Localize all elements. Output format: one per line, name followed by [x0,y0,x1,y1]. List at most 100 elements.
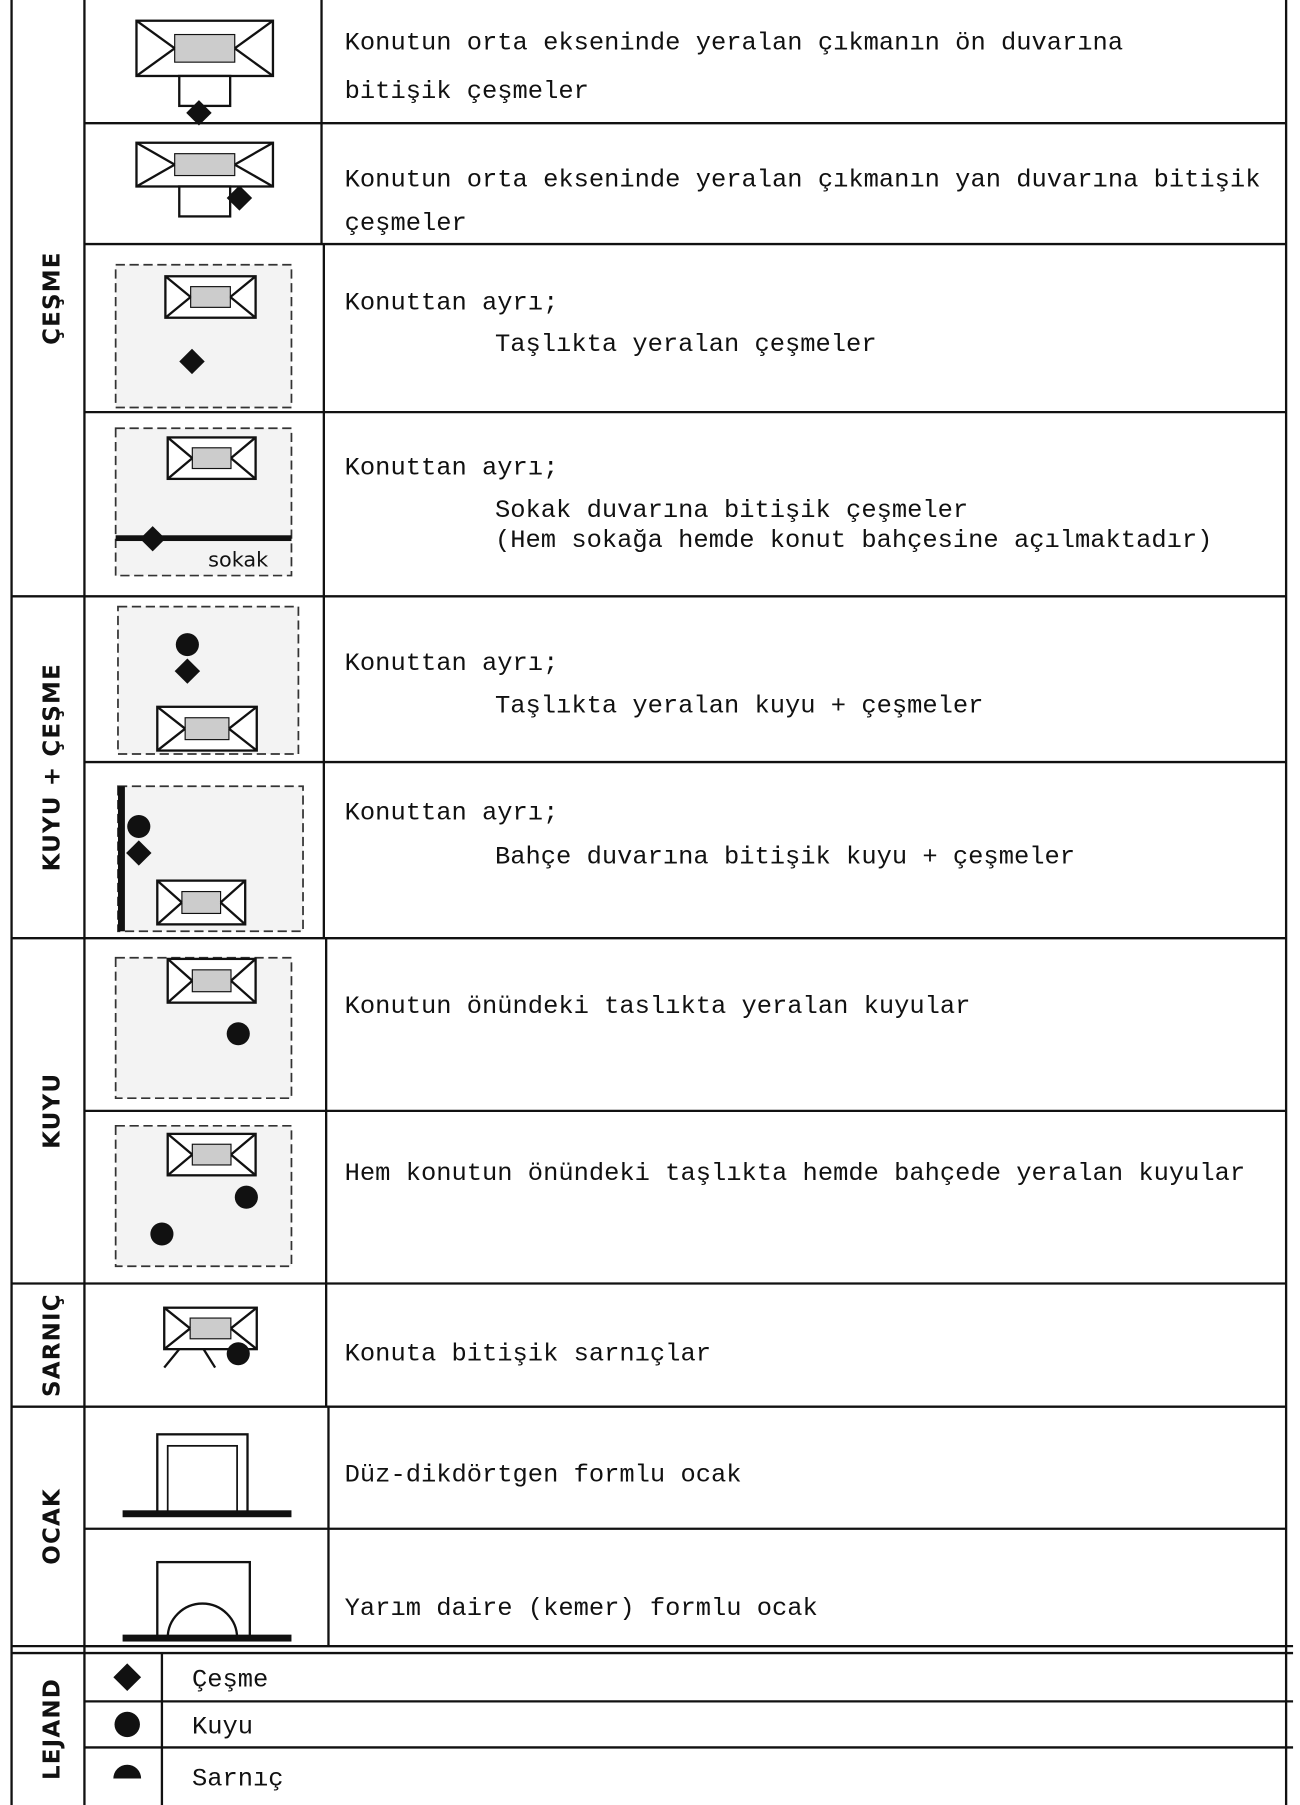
description-line: Bahçe duvarına bitişik kuyu + çeşmeler [495,842,1075,871]
legend-item: Sarnıç [192,1764,284,1793]
circle-symbol [127,815,151,839]
house-hip [230,1153,257,1177]
icon-label: sokak [208,547,268,571]
support [202,1348,217,1369]
house-hip [135,19,176,50]
floor [122,1510,292,1518]
legend-item: Kuyu [192,1713,253,1742]
house-hip [164,275,192,298]
house-hip [163,1306,191,1330]
house-hip [229,275,257,298]
house-hip [219,879,246,904]
projection [178,185,232,218]
group-label: ÇEŞME [40,251,66,345]
circle-symbol [226,1342,250,1366]
arch [166,1602,239,1639]
house-hip [234,163,274,188]
projection [178,74,232,108]
floor [122,1634,292,1642]
table-row: Konuttan ayrı; Taşlıkta yeralan kuyu + çe… [84,596,1287,764]
circle-symbol [226,1022,250,1046]
table-row: Yarım daire (kemer) formlu ocak [122,1528,818,1647]
half-circle-symbol [113,1764,142,1779]
house-hip [228,705,258,730]
table-row: Konuttan ayrı; Taşlıkta yeralan çeşmeler [84,244,1287,414]
house-core [191,1143,232,1166]
house-hip [135,141,176,166]
house-hip [156,879,183,904]
house-hip [166,457,194,480]
description-line: Taşlıkta yeralan kuyu + çeşmeler [495,692,983,721]
house-core [191,447,232,470]
house-core [191,969,232,993]
description-line: bitişik çeşmeler [345,77,589,106]
house-hip [163,1327,191,1351]
description-line: Sokak duvarına bitişik çeşmeler [495,496,968,525]
house-core [174,153,236,177]
house-hip [166,979,194,1004]
house-hip [135,163,176,188]
house-core [184,717,230,741]
house-core [189,1317,232,1340]
house-hip [230,436,257,460]
description-line: Konutun önündeki taslıkta yeralan kuyula… [345,992,971,1021]
house-hip [166,1153,194,1177]
diamond-symbol [126,840,152,866]
description-line: Konutun orta ekseninde yeralan çıkmanın … [345,166,1261,195]
circle-symbol [150,1222,174,1246]
house-hip [230,1306,258,1330]
garden-wall [117,786,125,932]
house-hip [230,1133,257,1156]
description-line: Konutun orta ekseninde yeralan çıkmanın … [345,29,1123,58]
description-line: Konuttan ayrı; [345,289,559,318]
diamond-symbol [113,1663,142,1692]
legend-label: LEJAND [40,1678,66,1780]
legend-item: Çeşme [192,1665,268,1694]
group-label: OCAK [40,1488,66,1565]
description-line: Konuttan ayrı; [345,799,559,828]
house-hip [234,141,274,166]
description-line: çeşmeler [345,209,467,238]
diamond-symbol [179,348,205,375]
house-core [174,33,236,63]
house-hip [166,436,194,460]
table-row: Konuta bitişik sarnıçlar [163,1283,711,1407]
description-line: Düz-dikdörtgen formlu ocak [345,1461,742,1490]
house-core [181,890,222,915]
house-hip [228,727,258,752]
house-hip [230,1327,258,1351]
group-label: KUYU [40,1073,66,1149]
description-line: Konuttan ayrı; [345,649,559,678]
table-row: Konutun önündeki taslıkta yeralan kuyula… [84,938,1287,1113]
support [163,1348,181,1369]
table-row: sokak Konuttan ayrı; Sokak duvarına bitişi… [114,412,1212,597]
table-row: Düz-dikdörtgen formlu ocak [84,1406,1287,1530]
house-hip [219,901,246,926]
description-line: Konuta bitişik sarnıçlar [345,1340,711,1369]
description-line: (Hem sokağa hemde konut bahçesine açılma… [495,526,1212,555]
group-label: SARNIÇ [40,1293,66,1397]
description-line: Konuttan ayrı; [345,453,559,482]
house-hip [234,19,274,50]
house-hip [156,901,183,926]
house-hip [164,296,192,319]
table-row: Konuttan ayrı; Bahçe duvarına bitişik kuy… [117,762,1075,939]
circle-symbol [234,1185,258,1209]
diamond-symbol [186,100,212,126]
house-hip [230,457,257,480]
house-hip [234,47,274,77]
table-row: Hem konutun önündeki taşlıkta hemde bahç… [114,1110,1246,1284]
house-core [190,286,231,308]
house-hip [230,958,257,982]
description-line: Yarım daire (kemer) formlu ocak [345,1594,818,1623]
house-hip [230,979,257,1004]
house-hip [156,705,186,730]
group-label: KUYU + ÇEŞME [40,663,66,871]
house-hip [166,1133,194,1156]
street-wall [115,535,292,542]
description-line: Hem konutun önündeki taşlıkta hemde bahç… [345,1159,1246,1188]
table-row: Konutun orta ekseninde yeralan çıkmanın … [84,0,1287,126]
circle-symbol [114,1711,140,1738]
